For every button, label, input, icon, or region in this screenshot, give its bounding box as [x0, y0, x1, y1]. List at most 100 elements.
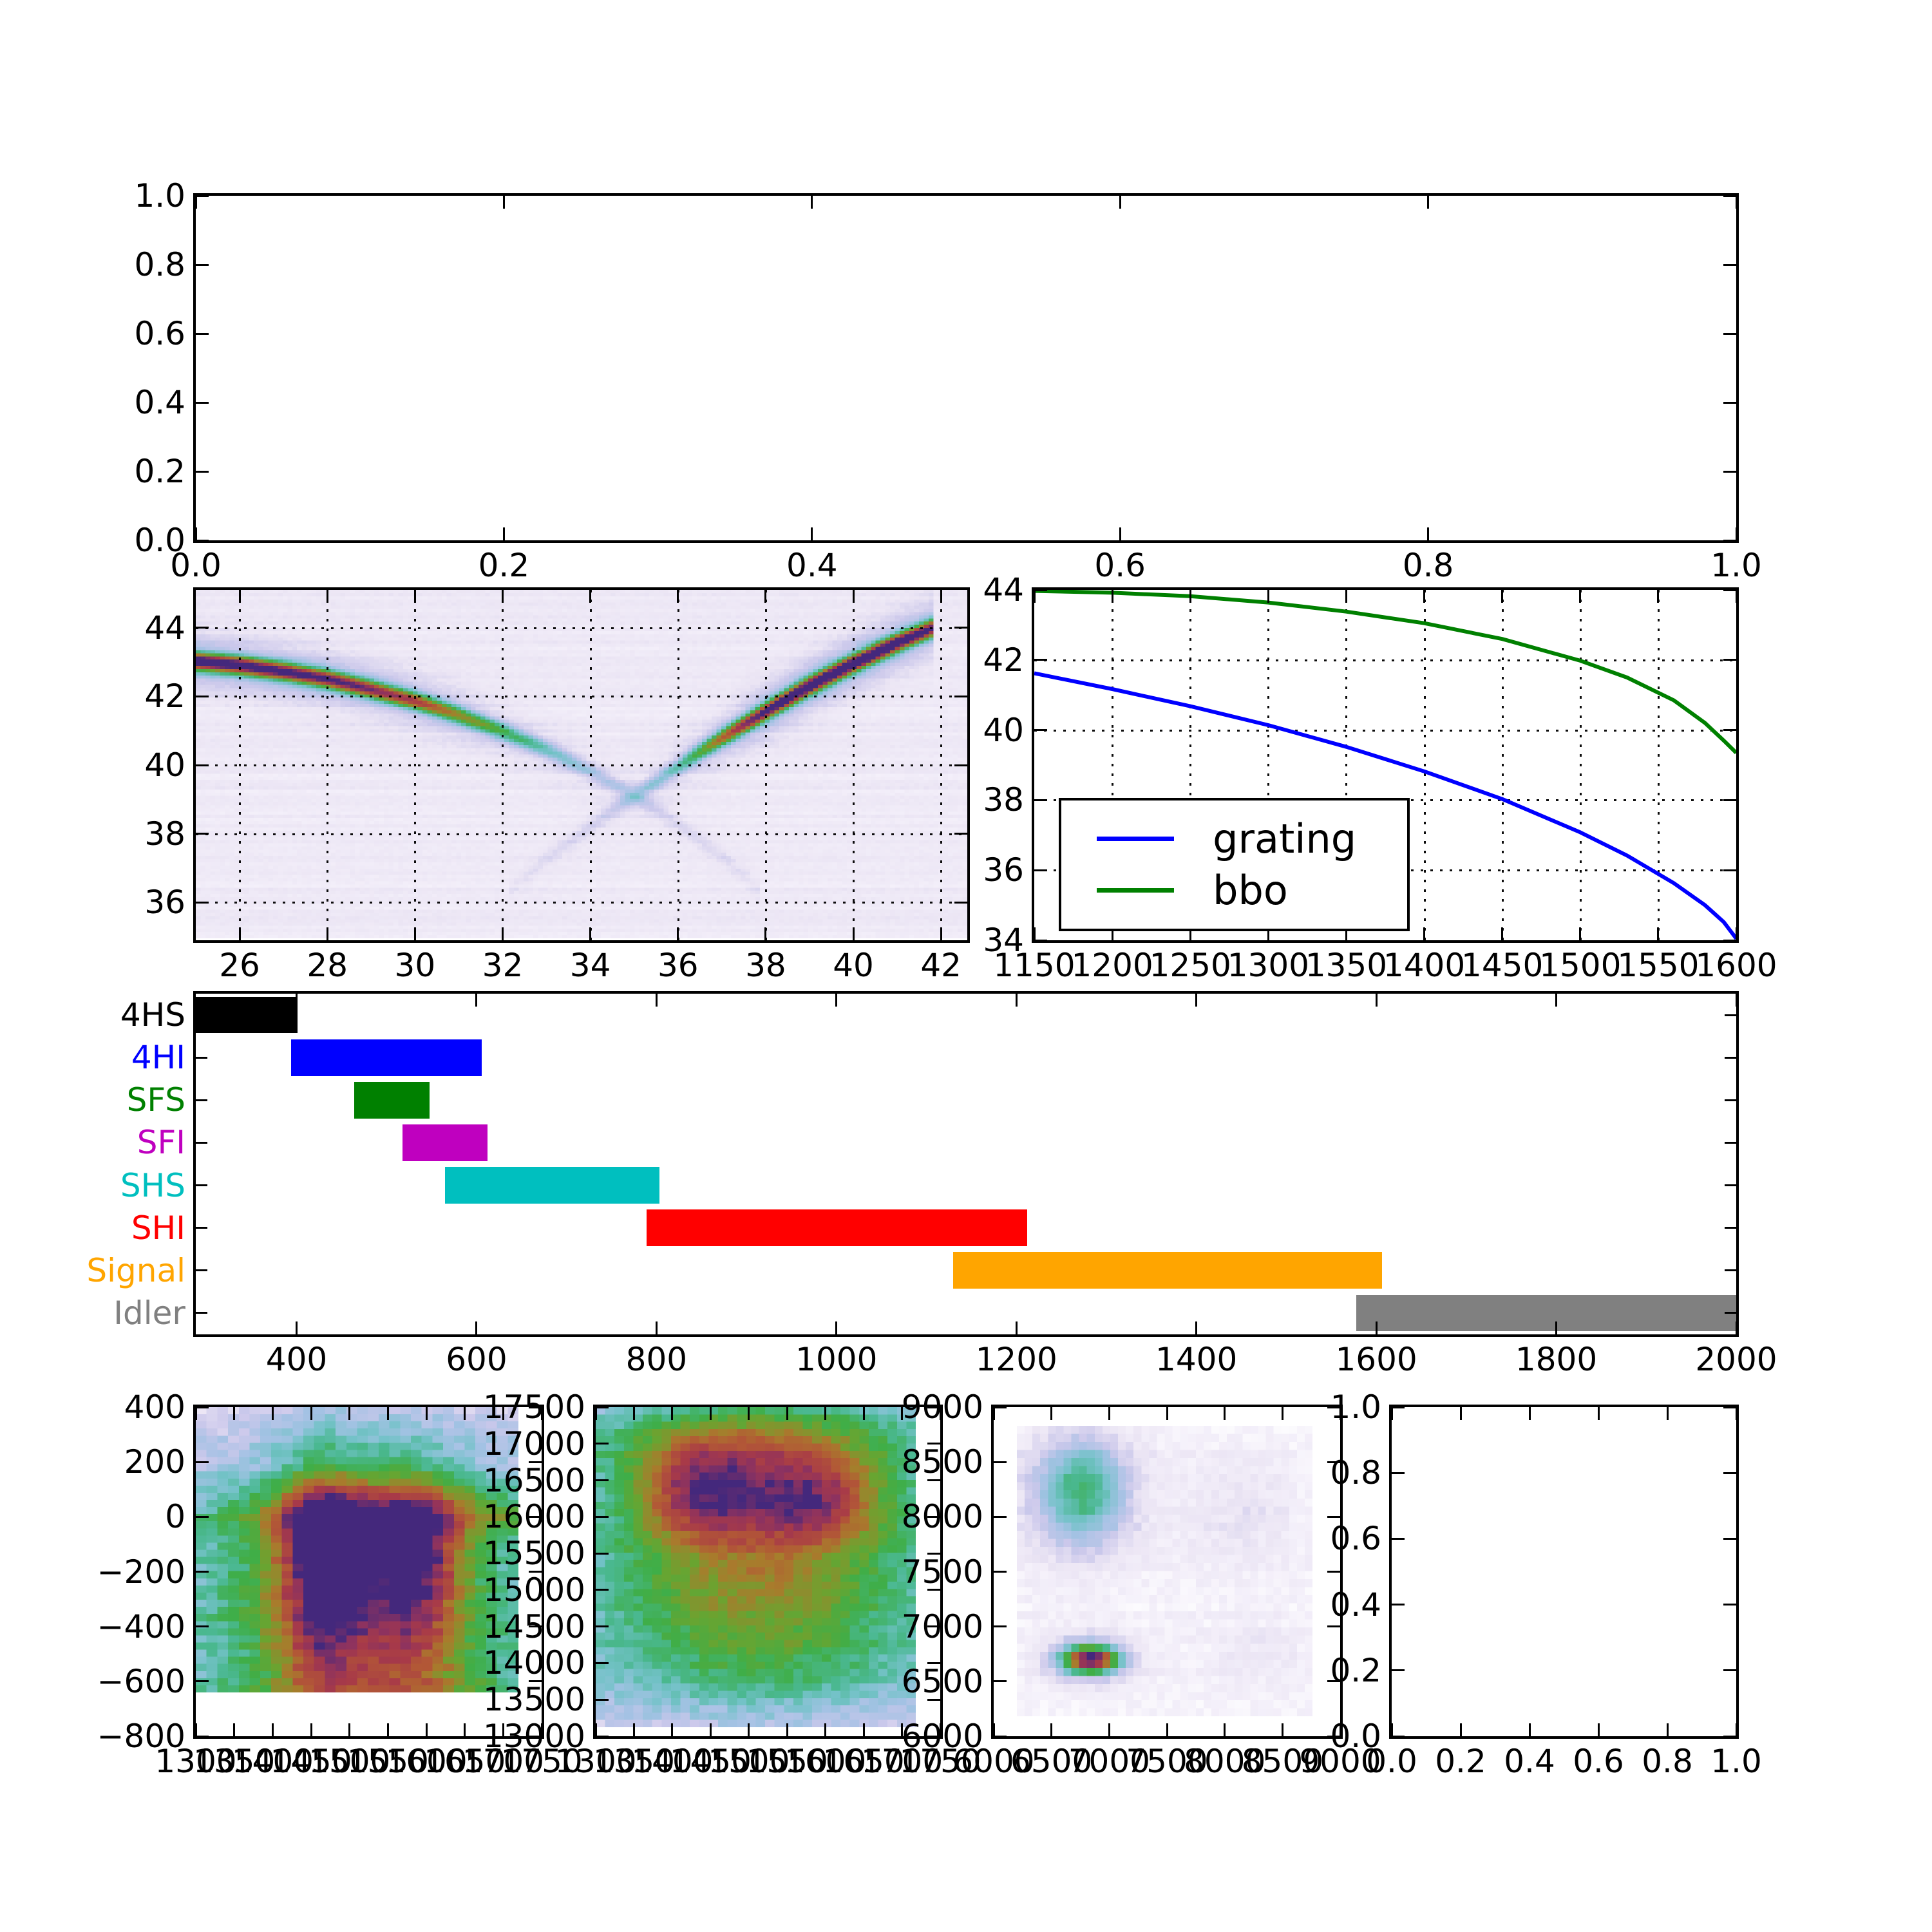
- y-tick: [1392, 1472, 1405, 1474]
- y-tick: [196, 1014, 207, 1016]
- x-tick-label: 1600: [1695, 947, 1777, 984]
- legend: grating bbo: [1059, 798, 1410, 932]
- x-tick: [540, 1407, 543, 1420]
- category-label-4HI: 4HI: [131, 1039, 185, 1077]
- x-tick: [589, 927, 592, 940]
- y-tick: [927, 1735, 940, 1738]
- y-tick-label: 15500: [482, 1535, 585, 1573]
- y-tick-label: 16000: [482, 1498, 585, 1536]
- x-tick: [271, 1723, 274, 1736]
- y-tick-label: −400: [97, 1607, 185, 1645]
- plot-area-bottom-empty: 0.0 0.2 0.4 0.6 0.8 1.0 0.0 0.2 0.4 0.6 0.8 1.0: [1330, 1391, 1761, 1777]
- x-tick: [464, 1407, 466, 1420]
- x-tick-label: 1650: [424, 1743, 506, 1780]
- heatmap-canvas-delay-spectrum-map: [196, 1407, 519, 1692]
- panel-delay-spectrum-map: 1300 1350 1400 1450 1500 1550 1600 1650 1700 1750…: [97, 1391, 583, 1777]
- y-tick-label: 44: [144, 609, 185, 647]
- x-tick: [1015, 1321, 1018, 1334]
- x-tick-label: 6500: [1010, 1743, 1093, 1780]
- x-tick: [940, 927, 942, 940]
- x-tick-label: 1550: [346, 1743, 429, 1780]
- panel-top-empty: 0.0 0.2 0.4 0.6 0.8 1.0 0.0 0.2 0.4 0.6 0.8 1.0: [134, 180, 1761, 582]
- x-tick-label: 1450: [1461, 947, 1544, 984]
- y-tick-label: 8500: [901, 1443, 983, 1481]
- category-label-SFS: SFS: [126, 1081, 185, 1119]
- x-tick: [1339, 1723, 1341, 1736]
- gridline-x: [1189, 590, 1192, 940]
- panel-correlation-map: 6000 6500 7000 7500 8000 8500 9000 6000 6500 7000…: [902, 1391, 1381, 1777]
- x-tick: [709, 1723, 712, 1736]
- x-tick: [1050, 1723, 1053, 1736]
- x-tick: [939, 1407, 942, 1420]
- y-tick: [1723, 869, 1736, 871]
- y-tick-label: 13500: [482, 1681, 585, 1719]
- y-tick: [1327, 1461, 1340, 1463]
- x-tick-label: 8500: [1241, 1743, 1323, 1780]
- x-tick: [824, 1723, 827, 1736]
- x-tick: [502, 196, 505, 209]
- gridline-x: [1345, 590, 1348, 940]
- y-tick: [1723, 799, 1736, 801]
- x-tick: [1427, 527, 1430, 540]
- y-tick: [529, 1461, 542, 1463]
- plot-area-delay-spectrum-map: 1300 1350 1400 1450 1500 1550 1600 1650 1700 1750…: [97, 1391, 583, 1777]
- y-tick: [196, 1735, 209, 1738]
- y-tick: [196, 1227, 207, 1229]
- y-tick: [994, 1515, 1007, 1518]
- x-tick: [594, 1407, 597, 1420]
- y-tick: [1725, 1227, 1736, 1229]
- x-tick: [1281, 1407, 1283, 1420]
- x-tick-label: 1550: [1617, 947, 1700, 984]
- y-tick-label: 0.8: [1330, 1454, 1381, 1492]
- x-tick-label: 1450: [270, 1743, 352, 1780]
- x-tick: [1267, 590, 1269, 603]
- y-tick-label: 0: [165, 1498, 185, 1536]
- y-tick: [1327, 1406, 1340, 1408]
- x-tick: [1597, 1407, 1600, 1420]
- legend-label: bbo: [1213, 866, 1288, 914]
- x-tick-label: 1300: [155, 1743, 237, 1780]
- x-tick: [1390, 1723, 1393, 1736]
- x-tick-label: 0.6: [1094, 547, 1146, 584]
- x-tick: [1501, 590, 1504, 603]
- y-tick: [954, 764, 967, 766]
- y-tick: [596, 1515, 609, 1518]
- x-tick-label: 7000: [1068, 1743, 1150, 1780]
- x-tick: [1267, 927, 1269, 940]
- x-tick: [1735, 196, 1738, 209]
- y-tick: [1327, 1571, 1340, 1573]
- x-tick-label: 1350: [1305, 947, 1388, 984]
- y-tick: [529, 1735, 542, 1738]
- y-tick: [1392, 1406, 1405, 1408]
- x-tick-label: 1150: [993, 947, 1075, 984]
- x-tick-label: 8000: [1184, 1743, 1266, 1780]
- x-tick: [852, 927, 855, 940]
- y-tick: [927, 1515, 940, 1518]
- x-tick: [811, 196, 813, 209]
- y-tick: [1723, 470, 1736, 473]
- y-tick-label: 14000: [482, 1644, 585, 1682]
- x-tick-label: 36: [657, 947, 699, 984]
- y-tick: [196, 263, 209, 266]
- x-tick: [1050, 1407, 1053, 1420]
- y-tick-label: 44: [983, 571, 1024, 609]
- y-tick: [596, 1589, 609, 1591]
- x-tick-label: 400: [265, 1341, 328, 1378]
- x-tick: [1111, 927, 1113, 940]
- y-tick: [1723, 539, 1736, 542]
- x-tick-label: 1350: [592, 1743, 676, 1780]
- panel-bottom-empty: 0.0 0.2 0.4 0.6 0.8 1.0 0.0 0.2 0.4 0.6 0.8 1.0: [1330, 1391, 1761, 1777]
- x-tick: [594, 1723, 597, 1736]
- x-tick-label: 9000: [1299, 1743, 1381, 1780]
- y-tick: [529, 1625, 542, 1628]
- y-tick: [994, 1625, 1007, 1628]
- x-tick: [502, 527, 505, 540]
- y-tick: [994, 1461, 1007, 1463]
- x-tick: [632, 1407, 635, 1420]
- x-tick-label: 1600: [1335, 1341, 1417, 1378]
- x-tick: [1390, 1407, 1393, 1420]
- x-tick: [1735, 527, 1738, 540]
- x-tick: [238, 590, 241, 603]
- y-tick-label: 6000: [901, 1718, 983, 1755]
